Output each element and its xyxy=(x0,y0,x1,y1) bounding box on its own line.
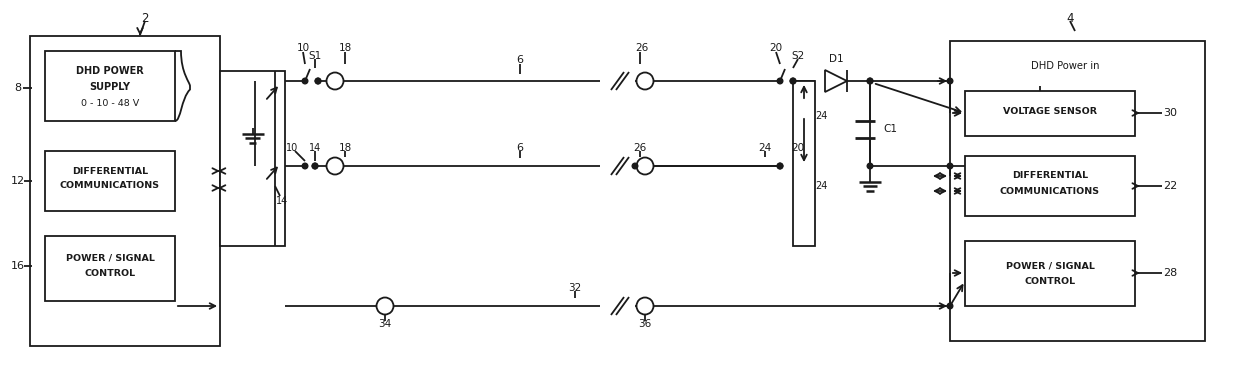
Circle shape xyxy=(867,163,873,169)
Circle shape xyxy=(632,163,637,169)
Text: 12: 12 xyxy=(11,176,25,186)
Polygon shape xyxy=(825,70,847,92)
Circle shape xyxy=(777,78,782,84)
Text: 36: 36 xyxy=(639,319,652,329)
Text: CONTROL: CONTROL xyxy=(84,269,135,279)
Text: DHD POWER: DHD POWER xyxy=(76,66,144,76)
Circle shape xyxy=(867,78,873,84)
Circle shape xyxy=(636,298,653,315)
Text: 16: 16 xyxy=(11,261,25,271)
Bar xyxy=(45,236,175,301)
Bar xyxy=(965,156,1135,216)
Text: 8: 8 xyxy=(15,83,21,93)
Text: C1: C1 xyxy=(883,125,897,134)
Circle shape xyxy=(315,78,321,84)
Bar xyxy=(950,41,1205,341)
Circle shape xyxy=(303,78,308,84)
Circle shape xyxy=(867,78,873,84)
Text: S1: S1 xyxy=(309,51,321,61)
Text: 34: 34 xyxy=(378,319,392,329)
Circle shape xyxy=(947,163,952,169)
Circle shape xyxy=(636,157,653,174)
Text: S2: S2 xyxy=(791,51,805,61)
Text: 22: 22 xyxy=(1163,181,1177,191)
Text: DHD Power in: DHD Power in xyxy=(1030,61,1099,71)
Bar xyxy=(45,51,175,121)
Bar xyxy=(965,91,1135,136)
Text: CONTROL: CONTROL xyxy=(1024,276,1075,286)
Circle shape xyxy=(312,163,317,169)
Circle shape xyxy=(947,303,952,309)
Text: VOLTAGE SENSOR: VOLTAGE SENSOR xyxy=(1003,107,1097,115)
Text: 10: 10 xyxy=(296,43,310,53)
Circle shape xyxy=(315,78,321,84)
Circle shape xyxy=(790,78,796,84)
Circle shape xyxy=(777,163,782,169)
Text: 24: 24 xyxy=(815,181,827,191)
Bar xyxy=(30,36,219,346)
Circle shape xyxy=(790,78,796,84)
Text: 18: 18 xyxy=(339,143,352,153)
Text: 26: 26 xyxy=(634,143,646,153)
Text: COMMUNICATIONS: COMMUNICATIONS xyxy=(60,181,160,191)
Circle shape xyxy=(312,163,317,169)
Text: 14: 14 xyxy=(309,143,321,153)
Text: 6: 6 xyxy=(517,143,523,153)
Text: COMMUNICATIONS: COMMUNICATIONS xyxy=(999,186,1100,195)
Bar xyxy=(219,71,285,246)
Text: 24: 24 xyxy=(759,143,771,153)
Circle shape xyxy=(303,163,308,169)
Text: 4: 4 xyxy=(1066,12,1074,24)
Text: 28: 28 xyxy=(1163,268,1177,278)
Text: POWER / SIGNAL: POWER / SIGNAL xyxy=(1006,261,1095,271)
Circle shape xyxy=(326,157,343,174)
Text: 0 - 10 - 48 V: 0 - 10 - 48 V xyxy=(81,98,139,107)
Text: 2: 2 xyxy=(141,12,149,24)
Circle shape xyxy=(636,73,653,90)
Circle shape xyxy=(777,163,782,169)
Bar xyxy=(794,81,815,246)
Circle shape xyxy=(326,73,343,90)
Text: 20: 20 xyxy=(791,143,805,153)
Text: 6: 6 xyxy=(517,55,523,65)
Text: 14: 14 xyxy=(275,196,288,206)
Bar xyxy=(45,151,175,211)
Text: 10: 10 xyxy=(286,143,298,153)
Text: 32: 32 xyxy=(568,283,582,293)
Text: 20: 20 xyxy=(770,43,782,53)
Text: 30: 30 xyxy=(1163,108,1177,118)
Circle shape xyxy=(377,298,393,315)
Text: DIFFERENTIAL: DIFFERENTIAL xyxy=(1012,171,1087,181)
Text: POWER / SIGNAL: POWER / SIGNAL xyxy=(66,254,155,262)
Text: 24: 24 xyxy=(815,111,827,121)
Text: DIFFERENTIAL: DIFFERENTIAL xyxy=(72,166,148,176)
Text: D1: D1 xyxy=(828,54,843,64)
Text: SUPPLY: SUPPLY xyxy=(89,82,130,92)
Text: 18: 18 xyxy=(339,43,352,53)
Text: 26: 26 xyxy=(635,43,649,53)
Circle shape xyxy=(947,78,952,84)
Bar xyxy=(965,241,1135,306)
